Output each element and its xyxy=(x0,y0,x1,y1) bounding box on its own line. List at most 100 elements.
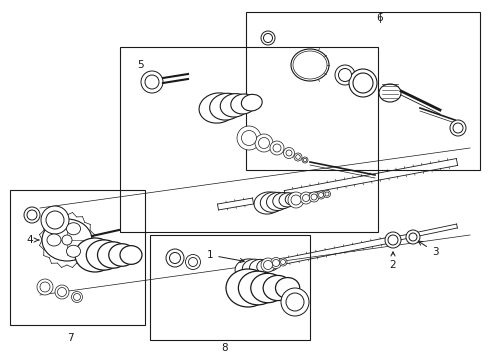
Text: 7: 7 xyxy=(66,333,73,343)
Ellipse shape xyxy=(290,49,328,81)
Circle shape xyxy=(62,235,72,245)
Circle shape xyxy=(261,258,274,272)
Ellipse shape xyxy=(264,260,278,271)
Circle shape xyxy=(387,235,397,245)
Circle shape xyxy=(316,191,325,199)
Circle shape xyxy=(185,255,200,270)
Circle shape xyxy=(287,192,304,208)
Ellipse shape xyxy=(254,192,282,214)
Circle shape xyxy=(269,141,284,155)
Ellipse shape xyxy=(378,84,400,102)
Circle shape xyxy=(272,144,281,152)
Ellipse shape xyxy=(241,94,262,111)
Ellipse shape xyxy=(263,275,292,301)
Ellipse shape xyxy=(120,246,142,264)
Ellipse shape xyxy=(75,238,115,272)
Circle shape xyxy=(145,75,159,89)
Circle shape xyxy=(279,258,286,266)
Circle shape xyxy=(263,261,272,270)
Circle shape xyxy=(293,153,302,161)
Circle shape xyxy=(270,257,281,269)
Ellipse shape xyxy=(249,259,269,275)
Text: 3: 3 xyxy=(417,241,437,257)
Ellipse shape xyxy=(235,259,261,279)
Circle shape xyxy=(338,68,351,81)
Ellipse shape xyxy=(108,244,135,266)
Circle shape xyxy=(71,292,82,302)
Circle shape xyxy=(299,192,311,204)
Circle shape xyxy=(290,195,301,205)
Bar xyxy=(245,12,479,170)
Circle shape xyxy=(165,249,183,267)
Ellipse shape xyxy=(242,259,264,277)
Circle shape xyxy=(384,232,400,248)
Circle shape xyxy=(408,233,416,241)
Ellipse shape xyxy=(199,93,236,123)
Circle shape xyxy=(325,192,328,196)
Circle shape xyxy=(272,260,279,266)
Ellipse shape xyxy=(225,269,269,307)
Ellipse shape xyxy=(66,245,81,257)
Circle shape xyxy=(188,257,197,266)
Ellipse shape xyxy=(279,193,296,207)
Text: 2: 2 xyxy=(389,252,395,270)
Circle shape xyxy=(37,279,53,295)
Circle shape xyxy=(449,120,465,136)
Text: 6: 6 xyxy=(376,13,383,23)
Ellipse shape xyxy=(266,192,289,211)
Circle shape xyxy=(281,288,308,316)
Ellipse shape xyxy=(250,273,285,303)
Circle shape xyxy=(237,126,261,150)
Circle shape xyxy=(41,206,69,234)
Circle shape xyxy=(46,211,64,229)
Circle shape xyxy=(295,155,300,159)
Ellipse shape xyxy=(275,278,299,298)
Circle shape xyxy=(285,150,291,156)
Circle shape xyxy=(141,71,163,93)
Ellipse shape xyxy=(238,271,277,305)
Circle shape xyxy=(27,210,37,220)
Ellipse shape xyxy=(66,223,81,235)
Ellipse shape xyxy=(256,260,273,273)
Ellipse shape xyxy=(47,234,61,246)
Circle shape xyxy=(169,252,180,264)
Circle shape xyxy=(241,130,256,145)
Circle shape xyxy=(302,194,309,202)
Circle shape xyxy=(24,207,40,223)
Text: 4: 4 xyxy=(27,235,39,245)
Circle shape xyxy=(405,230,419,244)
Circle shape xyxy=(58,288,66,297)
Bar xyxy=(10,190,145,325)
Ellipse shape xyxy=(42,219,92,261)
Circle shape xyxy=(310,194,316,200)
Circle shape xyxy=(352,73,372,93)
Ellipse shape xyxy=(292,51,326,79)
Circle shape xyxy=(254,134,272,152)
Circle shape xyxy=(55,285,69,299)
Ellipse shape xyxy=(97,242,128,268)
Ellipse shape xyxy=(220,94,249,117)
Circle shape xyxy=(283,148,294,158)
Circle shape xyxy=(40,282,50,292)
Circle shape xyxy=(318,193,323,198)
Text: 5: 5 xyxy=(137,60,143,70)
Ellipse shape xyxy=(260,192,285,212)
Bar xyxy=(120,47,377,232)
Circle shape xyxy=(280,260,285,265)
Circle shape xyxy=(303,158,306,162)
Circle shape xyxy=(258,138,269,148)
Circle shape xyxy=(73,293,81,301)
Circle shape xyxy=(302,157,307,163)
Text: 8: 8 xyxy=(221,343,228,353)
Ellipse shape xyxy=(86,240,122,270)
Ellipse shape xyxy=(285,193,300,205)
Circle shape xyxy=(323,190,330,198)
Bar xyxy=(150,235,309,340)
Circle shape xyxy=(334,65,354,85)
Text: 1: 1 xyxy=(206,250,244,262)
Circle shape xyxy=(261,31,274,45)
Ellipse shape xyxy=(230,94,255,114)
Ellipse shape xyxy=(272,193,292,209)
Ellipse shape xyxy=(209,93,243,120)
Circle shape xyxy=(348,69,376,97)
